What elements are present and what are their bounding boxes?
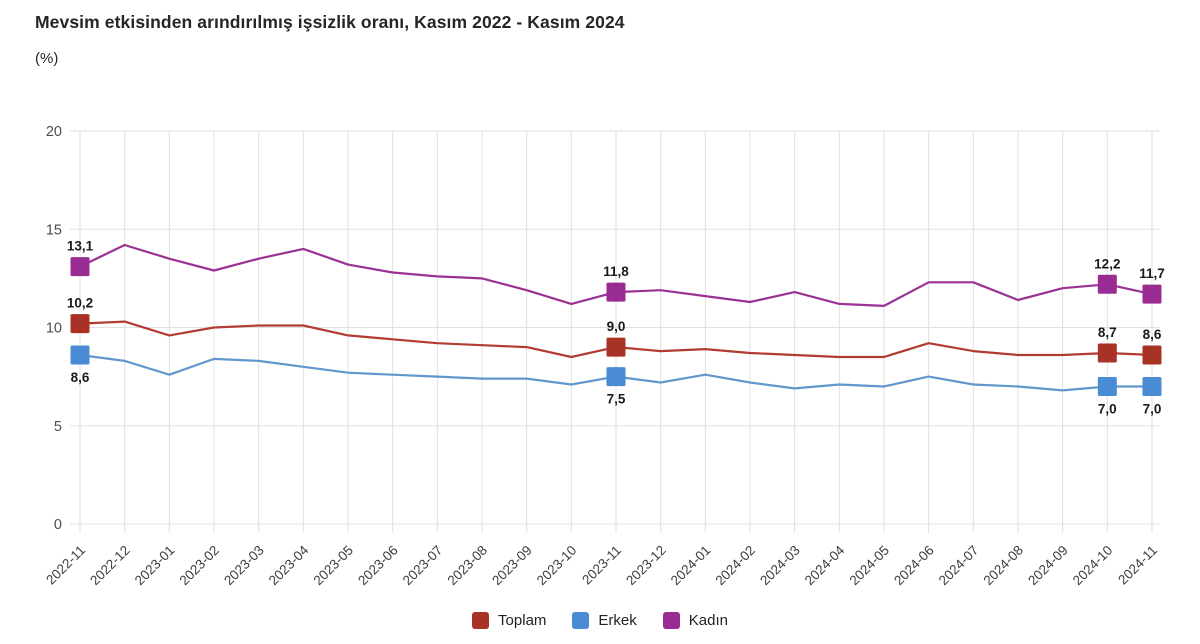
x-tick-label: 2023-02 bbox=[176, 543, 222, 589]
x-tick-label: 2022-11 bbox=[43, 543, 88, 588]
x-tick-label: 2024-03 bbox=[757, 543, 803, 589]
data-marker-erkek[interactable] bbox=[1097, 376, 1117, 396]
data-marker-kadn[interactable] bbox=[70, 257, 90, 277]
data-label: 8,6 bbox=[1143, 327, 1162, 342]
data-marker-toplam[interactable] bbox=[1097, 343, 1117, 363]
data-label: 11,7 bbox=[1139, 266, 1165, 281]
legend-label: Kadın bbox=[688, 612, 728, 629]
x-tick-label: 2023-05 bbox=[310, 543, 356, 589]
chart-title: Mevsim etkisinden arındırılmış işsizlik … bbox=[35, 12, 625, 32]
data-marker-kadn[interactable] bbox=[1097, 274, 1117, 294]
y-tick-label: 20 bbox=[46, 124, 62, 140]
x-tick-label: 2023-08 bbox=[444, 543, 490, 589]
chart-subtitle: (%) bbox=[35, 50, 59, 67]
legend-item-kadn[interactable]: Kadın bbox=[662, 612, 728, 629]
y-tick-label: 5 bbox=[54, 419, 62, 435]
x-tick-label: 2024-04 bbox=[802, 542, 848, 588]
x-tick-label: 2023-09 bbox=[489, 543, 535, 589]
data-label: 11,8 bbox=[603, 264, 629, 279]
x-tick-label: 2024-06 bbox=[891, 543, 937, 589]
legend-label: Toplam bbox=[498, 612, 547, 629]
x-tick-label: 2023-06 bbox=[355, 543, 401, 589]
x-tick-label: 2023-10 bbox=[534, 543, 580, 589]
chart-legend: Toplam Erkek Kadın bbox=[0, 612, 1200, 629]
data-marker-erkek[interactable] bbox=[70, 345, 90, 365]
x-tick-label: 2024-02 bbox=[712, 543, 758, 589]
x-tick-label: 2024-11 bbox=[1115, 543, 1160, 588]
data-marker-toplam[interactable] bbox=[1142, 345, 1162, 365]
x-tick-label: 2023-04 bbox=[266, 542, 312, 588]
x-tick-label: 2023-07 bbox=[400, 543, 446, 589]
legend-swatch-icon bbox=[572, 612, 590, 629]
data-marker-erkek[interactable] bbox=[606, 367, 626, 387]
x-tick-label: 2024-08 bbox=[980, 543, 1026, 589]
data-label: 10,2 bbox=[67, 296, 93, 311]
data-label: 12,2 bbox=[1094, 256, 1120, 271]
legend-label: Erkek bbox=[598, 612, 637, 629]
data-marker-toplam[interactable] bbox=[606, 337, 626, 357]
x-tick-label: 2023-03 bbox=[221, 543, 267, 589]
x-tick-label: 2023-12 bbox=[623, 543, 669, 589]
x-tick-label: 2023-01 bbox=[132, 543, 178, 589]
data-label: 7,0 bbox=[1098, 401, 1117, 416]
x-tick-label: 2022-12 bbox=[87, 543, 133, 589]
data-marker-kadn[interactable] bbox=[1142, 284, 1162, 304]
data-label: 9,0 bbox=[607, 319, 626, 334]
data-label: 8,7 bbox=[1098, 325, 1117, 340]
legend-swatch-icon bbox=[472, 612, 490, 629]
y-tick-label: 15 bbox=[46, 222, 62, 238]
data-label: 7,5 bbox=[607, 392, 626, 407]
x-tick-label: 2024-10 bbox=[1070, 543, 1116, 589]
x-tick-label: 2024-09 bbox=[1025, 543, 1071, 589]
x-tick-label: 2023-11 bbox=[579, 543, 624, 588]
legend-item-toplam[interactable]: Toplam bbox=[472, 612, 546, 629]
data-marker-erkek[interactable] bbox=[1142, 376, 1162, 396]
data-label: 8,6 bbox=[71, 370, 90, 385]
data-marker-toplam[interactable] bbox=[70, 314, 90, 334]
data-label: 13,1 bbox=[67, 239, 94, 254]
legend-item-erkek[interactable]: Erkek bbox=[572, 612, 637, 629]
data-marker-kadn[interactable] bbox=[606, 282, 626, 302]
data-label: 7,0 bbox=[1143, 401, 1162, 416]
legend-swatch-icon bbox=[662, 612, 680, 629]
x-tick-label: 2024-05 bbox=[846, 543, 892, 589]
y-tick-label: 0 bbox=[54, 517, 62, 533]
y-tick-label: 10 bbox=[46, 321, 62, 337]
x-tick-label: 2024-01 bbox=[668, 543, 714, 589]
x-tick-label: 2024-07 bbox=[936, 543, 982, 589]
